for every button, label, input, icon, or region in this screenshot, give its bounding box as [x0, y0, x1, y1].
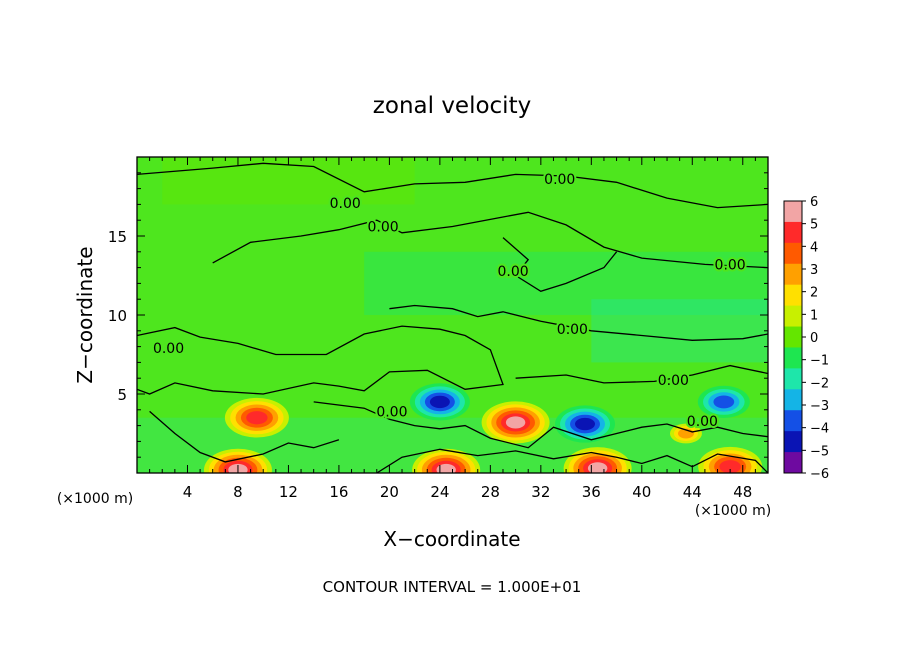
colorbar-swatch--1 [784, 347, 802, 369]
contour-label-0: 0.00 [544, 172, 575, 188]
colorbar-swatch-4 [784, 242, 802, 265]
zero-contour-7 [149, 410, 340, 463]
negative-core-4 [697, 385, 750, 419]
zero-contours [137, 162, 768, 473]
plot-area: 0.00 0.00 0.00 0.00 0.00 0.00 0.00 0.00 0.00 0.00 [136, 156, 769, 474]
colorbar-label-6: 6 [810, 195, 818, 210]
colorbar-label--6: −6 [810, 467, 829, 482]
core-level-5 [719, 460, 741, 473]
negative-core-2 [409, 383, 470, 421]
y-tick-label-5: 5 [117, 386, 127, 404]
x-tick-label-28: 28 [481, 483, 500, 501]
core-level--5 [429, 395, 450, 409]
contour-label-6: 0.00 [557, 322, 588, 338]
chart-title: zonal velocity [373, 93, 531, 119]
colorbar-label-4: 4 [810, 240, 818, 255]
positive-core-9 [669, 423, 702, 444]
x-tick-label-8: 8 [233, 483, 243, 501]
positive-core-0 [481, 401, 550, 444]
core-level--5 [575, 417, 596, 431]
colorbar-label--3: −3 [810, 399, 829, 414]
contour-interval-note: CONTOUR INTERVAL = 1.000E+01 [323, 578, 582, 596]
colorbar-label--4: −4 [810, 422, 829, 437]
contour-label-8: 0.00 [376, 404, 407, 420]
core-level-6 [436, 463, 456, 473]
zero-contour-6 [313, 401, 768, 449]
y-tick-label-10: 10 [108, 307, 127, 325]
colorbar-swatch-5 [784, 221, 802, 244]
colorbar-label--1: −1 [810, 354, 829, 369]
core-level-5 [246, 411, 268, 425]
colorbar-swatch--5 [784, 431, 802, 453]
contour-label-2: 0.00 [368, 220, 399, 236]
x-tick-label-32: 32 [531, 483, 550, 501]
x-tick-label-44: 44 [683, 483, 702, 501]
colorbar-label-0: 0 [810, 331, 818, 346]
positive-core-5 [412, 448, 481, 473]
axis-ticks [137, 157, 768, 473]
contour-label-4: 0.00 [715, 257, 746, 273]
zero-contour-1 [212, 211, 768, 269]
zero-contour-3 [137, 325, 504, 395]
zero-contour-5 [515, 364, 768, 384]
colorbar-swatch-3 [784, 263, 802, 286]
zero-contour-4 [389, 304, 768, 341]
field-band-2 [591, 299, 768, 363]
x-tick-label-20: 20 [380, 483, 399, 501]
zero-contour-0 [137, 162, 768, 209]
y-axis-label: Z−coordinate [73, 246, 97, 383]
x-tick-label-24: 24 [430, 483, 449, 501]
x-axis-label: X−coordinate [383, 527, 520, 551]
x-tick-label-12: 12 [279, 483, 298, 501]
core-level--4 [713, 395, 735, 409]
colorbar-label-5: 5 [810, 218, 818, 233]
x-tick-labels: 4 8 12 16 20 24 28 32 36 40 44 48 [183, 483, 753, 501]
x-tick-label-48: 48 [733, 483, 752, 501]
colorbar-label-2: 2 [810, 286, 818, 301]
velocity-field [137, 157, 768, 473]
contour-label-3: 0.00 [497, 264, 528, 280]
contour-label-7: 0.00 [658, 373, 689, 389]
core-level-6 [505, 416, 526, 429]
core-level-6 [587, 462, 608, 473]
colorbar-swatch--4 [784, 410, 802, 432]
colorbar-swatch--3 [784, 389, 802, 411]
colorbar-swatch--6 [784, 452, 802, 474]
positive-core-8 [698, 446, 763, 473]
x-tick-label-40: 40 [632, 483, 651, 501]
zero-contour-8 [376, 448, 768, 473]
x-unit-label-right: (×1000 m) [695, 503, 771, 519]
colorbar: 6 5 4 3 2 1 0 −1 −2 −3 −4 −5 −6 [783, 195, 829, 482]
colorbar-label--5: −5 [810, 444, 829, 459]
x-tick-label-36: 36 [582, 483, 601, 501]
contour-label-9: 0.00 [687, 414, 718, 430]
x-tick-label-16: 16 [329, 483, 348, 501]
colorbar-swatch-6 [784, 201, 802, 223]
positive-core-1 [224, 397, 289, 438]
colorbar-label-1: 1 [810, 308, 818, 323]
x-tick-label-4: 4 [183, 483, 193, 501]
contour-label-1: 0.00 [330, 196, 361, 212]
colorbar-swatch-0 [784, 326, 802, 348]
y-tick-label-15: 15 [108, 228, 127, 246]
x-unit-label-left: (×1000 m) [57, 491, 133, 507]
colorbar-swatch-2 [784, 284, 802, 307]
y-tick-labels: 5 10 15 [108, 228, 127, 404]
colorbar-swatch--2 [784, 368, 802, 390]
contour-label-group: 0.00 0.00 0.00 0.00 0.00 0.00 0.00 0.00 0.00 0.00 [151, 170, 748, 432]
contour-label-5: 0.00 [153, 341, 184, 357]
colorbar-swatch-1 [784, 305, 802, 328]
colorbar-label-3: 3 [810, 263, 818, 278]
colorbar-label--2: −2 [810, 376, 829, 391]
zero-contour-2 [502, 237, 618, 293]
